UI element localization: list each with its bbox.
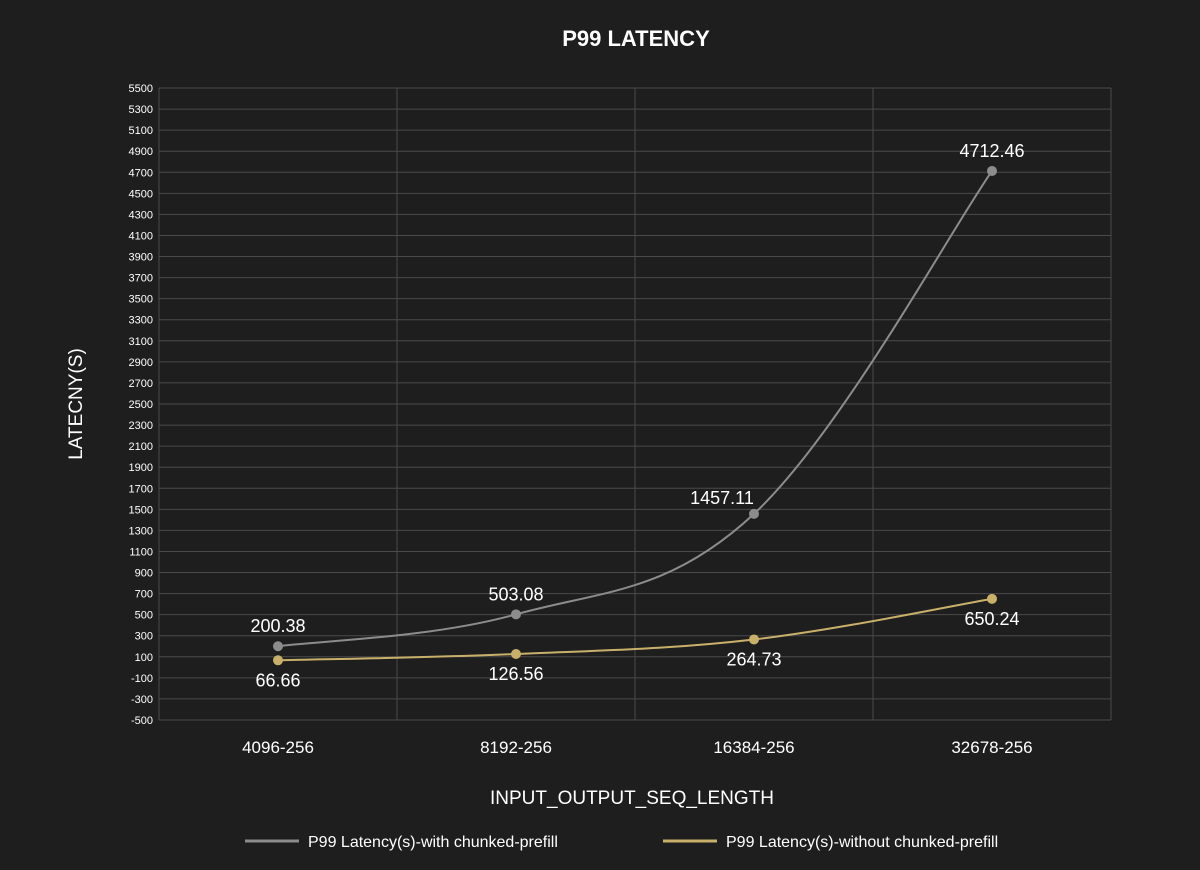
data-point [273, 655, 283, 666]
series-line [277, 597, 993, 662]
y-tick-label: 4300 [129, 209, 153, 221]
y-tick-label: 5300 [129, 104, 153, 116]
y-tick-label: 1100 [129, 546, 153, 558]
y-tick-label: 4900 [129, 146, 153, 158]
y-tick-label: 3700 [129, 273, 153, 285]
y-tick-label: 3500 [129, 294, 153, 306]
y-tick-label: 2500 [129, 399, 153, 411]
data-point [987, 165, 997, 176]
y-tick-label: 3300 [129, 315, 153, 327]
grid-lines [158, 87, 1112, 721]
data-label: 4712.46 [959, 141, 1024, 161]
y-tick-label: 4100 [129, 230, 153, 242]
y-tick-label: 2100 [129, 441, 153, 453]
y-tick-label: -500 [131, 715, 153, 727]
y-tick-label: -100 [131, 673, 153, 685]
data-label: 66.66 [255, 670, 300, 690]
series-lines [273, 165, 997, 666]
y-tick-label: 2300 [129, 420, 153, 432]
y-axis-label: LATECNY(S) [66, 348, 87, 460]
y-tick-label: 1900 [129, 462, 153, 474]
data-label: 126.56 [488, 664, 543, 684]
y-tick-label: 2700 [129, 378, 153, 390]
data-label: 1457.11 [690, 488, 754, 508]
data-label: 503.08 [488, 584, 543, 604]
y-tick-label: 1300 [129, 525, 153, 537]
data-labels: 200.38 503.08 1457.11 4712.46 66.66 126.56 264… [250, 141, 1024, 690]
data-point [987, 593, 997, 604]
y-tick-label: 2900 [129, 357, 153, 369]
chart-title: P99 LATENCY [562, 26, 710, 51]
y-tick-label: 100 [135, 652, 153, 664]
data-point [511, 649, 521, 660]
x-tick-label: 8192-256 [480, 738, 552, 757]
x-axis-label: INPUT_OUTPUT_SEQ_LENGTH [490, 788, 774, 809]
series-line [277, 170, 993, 648]
y-axis-ticks: -500 -300 -100 100 300 500 700 900 1100 1300 1500 1… [129, 83, 153, 727]
data-point [511, 609, 521, 620]
data-label: 650.24 [964, 609, 1019, 629]
y-tick-label: 4700 [129, 167, 153, 179]
data-point [749, 508, 759, 519]
y-tick-label: 5500 [129, 83, 153, 95]
y-tick-label: 700 [135, 589, 153, 601]
data-label: 264.73 [726, 649, 781, 669]
y-tick-label: 1500 [129, 504, 153, 516]
y-tick-label: 3900 [129, 252, 153, 264]
y-tick-label: 5100 [129, 125, 153, 137]
y-tick-label: 900 [135, 568, 153, 580]
data-label: 200.38 [250, 616, 305, 636]
y-tick-label: 500 [135, 610, 153, 622]
data-point [749, 634, 759, 645]
legend: P99 Latency(s)-with chunked-prefill P99 L… [245, 834, 998, 851]
y-tick-label: -300 [131, 694, 153, 706]
x-tick-label: 32678-256 [951, 738, 1032, 757]
legend-entry-label: P99 Latency(s)-with chunked-prefill [308, 834, 558, 851]
x-tick-label: 16384-256 [713, 738, 794, 757]
y-tick-label: 3100 [129, 336, 153, 348]
x-axis-ticks: 4096-256 8192-256 16384-256 32678-256 [242, 738, 1033, 757]
y-tick-label: 1700 [129, 483, 153, 495]
y-tick-label: 300 [135, 631, 153, 643]
data-point [273, 641, 283, 652]
x-tick-label: 4096-256 [242, 738, 314, 757]
y-tick-label: 4500 [129, 188, 153, 200]
legend-entry-label: P99 Latency(s)-without chunked-prefill [726, 834, 998, 851]
